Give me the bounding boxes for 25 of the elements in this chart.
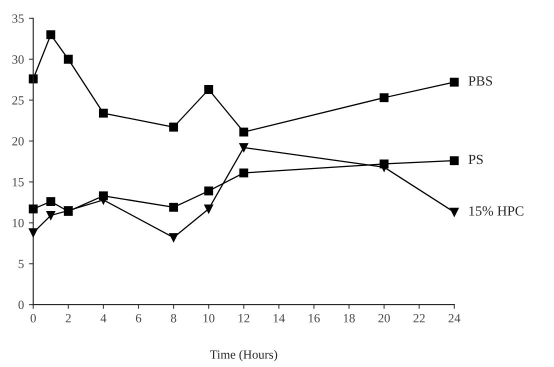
y-tick-label: 30	[12, 55, 24, 64]
series-label: 15% HPC	[469, 206, 524, 216]
y-tick-label: 35	[12, 14, 24, 23]
x-tick-label: 10	[204, 314, 214, 322]
x-axis-title: Time (Hours)	[210, 350, 278, 362]
y-tick-label: 15	[12, 178, 24, 186]
x-tick-label: 16	[308, 314, 320, 322]
x-tick-label: 12	[238, 314, 250, 322]
y-tick-label: 20	[12, 137, 24, 146]
y-tick-label: 10	[12, 218, 24, 228]
x-tick-label: 24	[448, 314, 460, 322]
x-tick-label: 22	[413, 314, 425, 322]
x-tick-label: 18	[344, 314, 355, 322]
series-label: PS	[468, 154, 483, 164]
y-tick-label: 25	[12, 96, 24, 105]
x-tick-label: 4	[100, 314, 106, 322]
x-tick-label: 14	[274, 314, 285, 322]
y-tick-label: 5	[18, 260, 24, 268]
x-tick-label: 8	[170, 314, 176, 322]
x-tick-label: 2	[66, 314, 71, 322]
x-tick-label: 20	[378, 314, 390, 322]
y-tick-label: 0	[18, 300, 24, 310]
x-tick-label: 6	[136, 314, 142, 322]
x-tick-label: 0	[30, 314, 36, 322]
series-label: PBS	[468, 76, 492, 86]
